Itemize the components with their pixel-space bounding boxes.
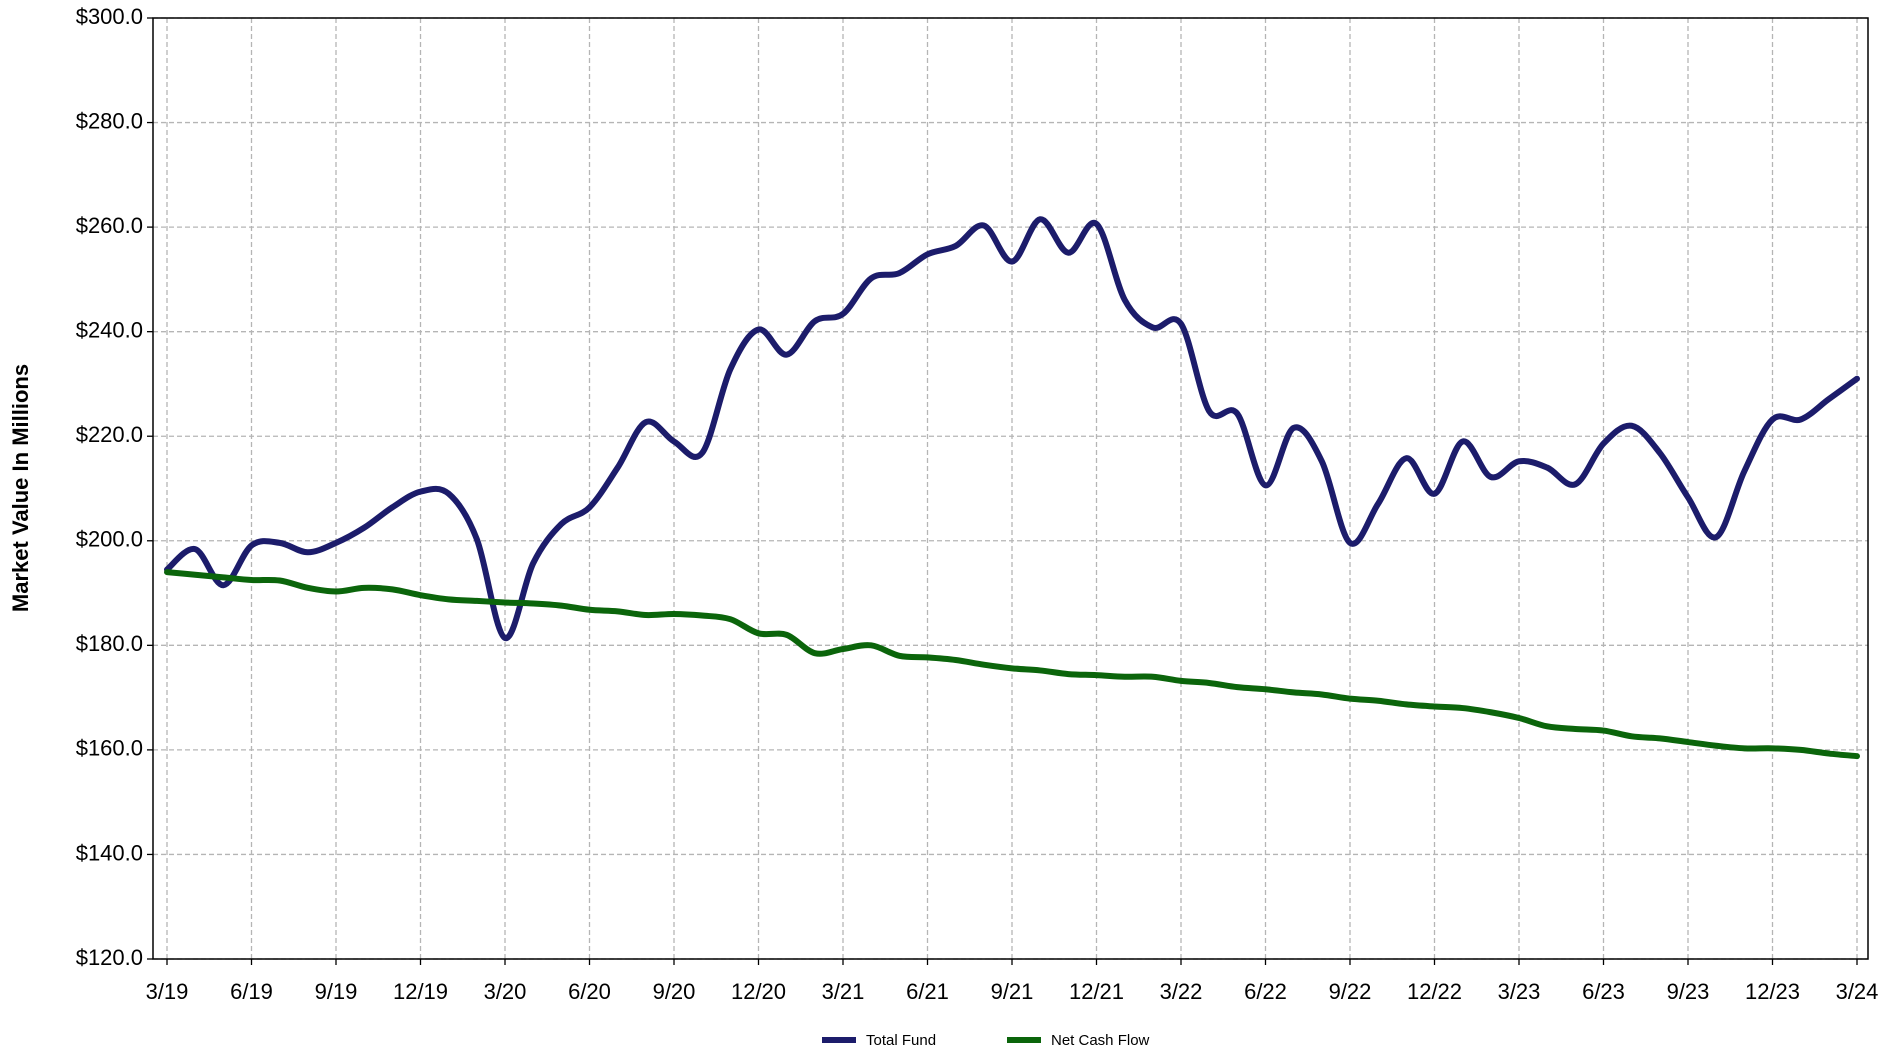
x-tick-label: 3/20 xyxy=(484,979,527,1004)
x-tick-label: 3/22 xyxy=(1160,979,1203,1004)
series-line xyxy=(164,216,1860,642)
legend-label: Net Cash Flow xyxy=(1051,1032,1150,1049)
x-tick-label: 9/22 xyxy=(1329,979,1372,1004)
legend-label: Total Fund xyxy=(866,1032,936,1049)
x-tick-label: 6/21 xyxy=(906,979,949,1004)
x-tick-label: 9/19 xyxy=(315,979,358,1004)
y-tick-label: $160.0 xyxy=(76,736,143,761)
x-tick-label: 3/21 xyxy=(822,979,865,1004)
x-tick-label: 9/21 xyxy=(991,979,1034,1004)
x-tick-label: 6/23 xyxy=(1582,979,1625,1004)
y-axis-label: Market Value In Millions xyxy=(8,364,33,612)
x-tick-label: 12/20 xyxy=(731,979,786,1004)
x-tick-label: 12/23 xyxy=(1745,979,1800,1004)
x-tick-label: 12/22 xyxy=(1407,979,1462,1004)
x-tick-label: 6/22 xyxy=(1244,979,1287,1004)
y-tick-label: $240.0 xyxy=(76,317,143,342)
x-tick-label: 3/19 xyxy=(146,979,189,1004)
y-tick-label: $120.0 xyxy=(76,945,143,970)
y-tick-label: $180.0 xyxy=(76,631,143,656)
series-line xyxy=(164,569,1860,760)
x-tick-label: 12/19 xyxy=(393,979,448,1004)
x-tick-label: 9/20 xyxy=(653,979,696,1004)
x-tick-label: 9/23 xyxy=(1667,979,1710,1004)
x-tick-label: 12/21 xyxy=(1069,979,1124,1004)
y-tick-label: $140.0 xyxy=(76,840,143,865)
y-tick-label: $200.0 xyxy=(76,527,143,552)
x-tick-label: 3/24 xyxy=(1836,979,1879,1004)
y-tick-label: $280.0 xyxy=(76,108,143,133)
plot-frame xyxy=(152,17,1869,960)
y-tick-label: $300.0 xyxy=(76,4,143,29)
x-tick-label: 6/20 xyxy=(568,979,611,1004)
y-tick-label: $260.0 xyxy=(76,213,143,238)
x-tick-label: 6/19 xyxy=(230,979,273,1004)
x-tick-label: 3/23 xyxy=(1498,979,1541,1004)
y-tick-label: $220.0 xyxy=(76,422,143,447)
